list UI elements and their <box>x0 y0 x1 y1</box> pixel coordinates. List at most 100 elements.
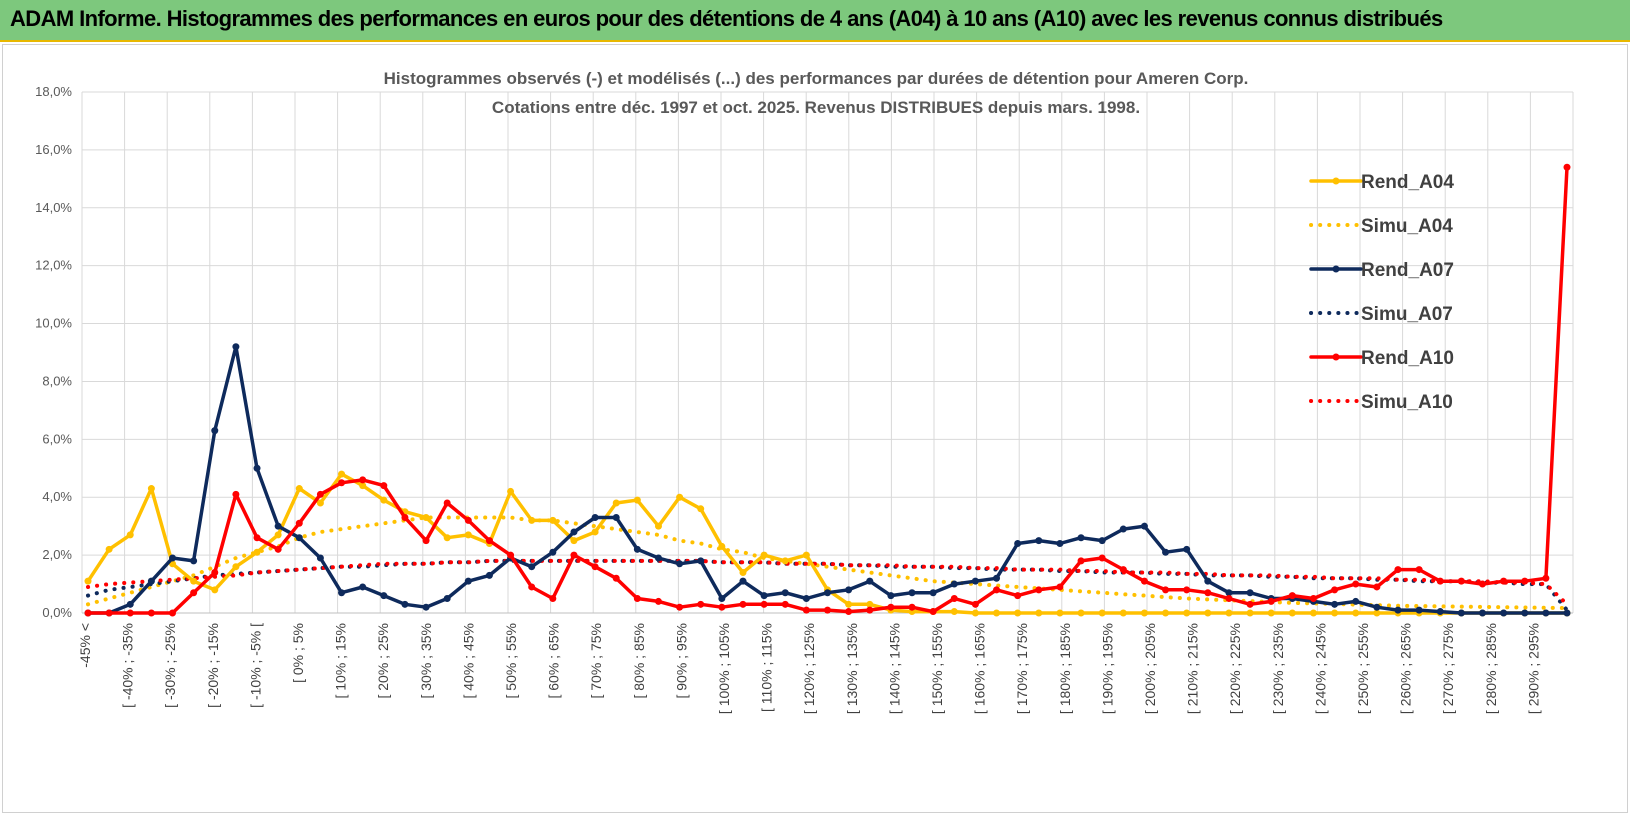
x-tick-label: [ 40% ; 45% <box>460 623 476 699</box>
legend-rend-a07-marker <box>1332 265 1340 273</box>
y-axis: 0,0% 2,0% 4,0% 6,0% 8,0% 10,0% 12,0% 14,0% 16,0%… <box>35 84 72 620</box>
y-tick-label: 18,0% <box>35 84 72 99</box>
data-point <box>1500 609 1508 617</box>
data-point <box>295 485 303 493</box>
y-tick-label: 16,0% <box>35 142 72 157</box>
data-point <box>1162 586 1170 594</box>
data-point <box>1394 566 1402 574</box>
x-tick-label: [ 30% ; 35% <box>418 623 434 699</box>
data-point <box>633 496 641 504</box>
series-line-simu-a04 <box>86 515 1569 611</box>
data-point <box>908 589 916 597</box>
data-point <box>528 563 536 571</box>
data-point <box>147 485 155 493</box>
data-point <box>1056 609 1064 617</box>
x-tick-label: [ 180% ; 185% <box>1057 623 1073 714</box>
y-tick-label: 8,0% <box>42 373 72 388</box>
data-point <box>654 597 662 605</box>
data-point <box>338 589 346 597</box>
legend-rend-a10-marker <box>1332 353 1340 361</box>
data-point <box>760 592 768 600</box>
data-point <box>1204 589 1212 597</box>
data-point <box>507 551 515 559</box>
data-point <box>1140 522 1148 530</box>
data-point <box>1457 577 1465 585</box>
x-tick-label: -45% < <box>77 623 93 668</box>
x-tick-label: [ 100% ; 105% <box>716 623 732 714</box>
data-point <box>316 499 324 507</box>
x-tick-label: [ 60% ; 65% <box>546 623 562 699</box>
x-tick-label: [ 290% ; 295% <box>1525 623 1541 714</box>
data-point <box>507 487 515 495</box>
data-point <box>232 490 240 498</box>
data-point <box>1267 609 1275 617</box>
data-point <box>84 577 92 585</box>
data-point <box>169 554 177 562</box>
data-point <box>697 557 705 565</box>
chart-title-line-1: Histogrammes observés (-) et modélisés (… <box>384 69 1249 88</box>
data-point <box>380 592 388 600</box>
data-point <box>676 493 684 501</box>
legend-simu-a10-label: Simu_A10 <box>1361 392 1453 413</box>
data-point <box>654 522 662 530</box>
data-point <box>1267 597 1275 605</box>
data-point <box>401 513 409 521</box>
data-point <box>1521 577 1529 585</box>
legend-rend-a10-label: Rend_A10 <box>1361 348 1454 369</box>
data-point <box>929 589 937 597</box>
line-chart: 0,0% 2,0% 4,0% 6,0% 8,0% 10,0% 12,0% 14,0% 16,0%… <box>35 69 1574 714</box>
data-point <box>950 608 958 616</box>
legend: Rend_A04 Simu_A04 Rend_A07 Simu_A07 Rend_A10… <box>1309 172 1454 413</box>
data-point <box>1077 557 1085 565</box>
data-point <box>1373 609 1381 617</box>
data-point <box>232 343 240 351</box>
data-point <box>633 545 641 553</box>
data-point <box>993 574 1001 582</box>
data-point <box>1183 586 1191 594</box>
data-point <box>1162 548 1170 556</box>
data-point <box>380 482 388 490</box>
data-point <box>697 600 705 608</box>
data-point <box>1035 586 1043 594</box>
x-tick-label: [ 120% ; 125% <box>801 623 817 714</box>
data-point <box>633 595 641 603</box>
data-point <box>1098 609 1106 617</box>
data-point <box>549 548 557 556</box>
x-tick-label: [ 190% ; 195% <box>1099 623 1115 714</box>
x-tick-label: [ 250% ; 255% <box>1355 623 1371 714</box>
data-point <box>359 482 367 490</box>
data-point <box>570 551 578 559</box>
data-point <box>528 516 536 524</box>
data-point <box>908 603 916 611</box>
series-group <box>84 163 1571 617</box>
data-point <box>802 606 810 614</box>
data-point <box>993 609 1001 617</box>
data-point <box>971 600 979 608</box>
data-point <box>950 580 958 588</box>
data-point <box>866 606 874 614</box>
data-point <box>1373 603 1381 611</box>
chart-area: 0,0% 2,0% 4,0% 6,0% 8,0% 10,0% 12,0% 14,0% 16,0%… <box>2 44 1628 813</box>
data-point <box>1183 609 1191 617</box>
data-point <box>1035 537 1043 545</box>
x-tick-label: [ -10% ; -5% [ <box>247 623 263 708</box>
data-point <box>1288 609 1296 617</box>
data-point <box>422 603 430 611</box>
data-point <box>612 513 620 521</box>
data-point <box>1563 163 1571 171</box>
data-point <box>591 528 599 536</box>
data-point <box>190 589 198 597</box>
data-point <box>464 531 472 539</box>
data-point <box>1478 580 1486 588</box>
data-point <box>1077 609 1085 617</box>
data-point <box>274 531 282 539</box>
data-point <box>739 600 747 608</box>
data-point <box>971 609 979 617</box>
data-point <box>676 560 684 568</box>
data-point <box>443 534 451 542</box>
data-point <box>676 603 684 611</box>
data-point <box>781 600 789 608</box>
legend-simu-a07-label: Simu_A07 <box>1361 304 1453 325</box>
data-point <box>1119 609 1127 617</box>
data-point <box>802 595 810 603</box>
